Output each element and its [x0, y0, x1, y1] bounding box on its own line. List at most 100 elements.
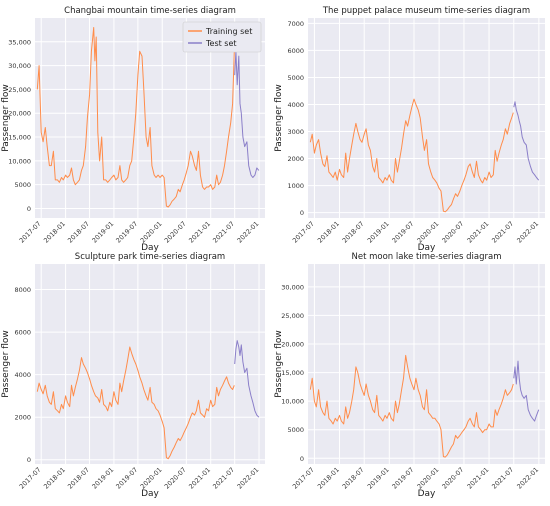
y-tick-label: 10,000 [281, 398, 304, 406]
x-tick-label: 2019-07 [114, 466, 139, 491]
y-tick-label: 6000 [287, 47, 304, 55]
y-tick-label: 30,000 [281, 283, 304, 291]
chart-title: Sculpture park time-series diagram [75, 252, 225, 262]
x-tick-label: 2022-01 [515, 466, 540, 491]
x-tick-label: 2017-07 [18, 220, 43, 245]
series-line-test-set [513, 101, 540, 181]
legend: Training set Test set [182, 21, 262, 53]
series-line-test-set [234, 50, 260, 178]
x-tick-label: 2020-07 [163, 466, 188, 491]
y-tick-label: 15,000 [281, 369, 304, 377]
x-tick-label: 2021-01 [466, 466, 491, 491]
x-tick-label: 2021-01 [187, 466, 212, 491]
y-tick-label: 0 [300, 209, 304, 217]
x-axis-label: Day [418, 489, 436, 499]
x-tick-label: 2022-01 [515, 220, 540, 245]
chart-title: Changbai mountain time-series diagram [64, 6, 236, 16]
series-line-training-set [309, 98, 514, 213]
y-tick-label: 1000 [287, 182, 304, 190]
series-line-test-set [234, 340, 260, 418]
legend-label: Test set [205, 39, 237, 48]
y-tick-label: 0 [300, 455, 304, 463]
x-tick-label: 2021-07 [211, 220, 236, 245]
y-axis-label: Passenger flow [1, 330, 11, 398]
y-tick-label: 5000 [287, 426, 304, 434]
series-line-training-set [36, 27, 235, 208]
x-tick-label: 2020-01 [416, 466, 441, 491]
x-tick-label: 2021-07 [490, 466, 515, 491]
y-tick-label: 5000 [14, 181, 31, 189]
y-tick-label: 20,000 [8, 110, 31, 118]
x-tick-label: 2019-01 [90, 220, 115, 245]
x-tick-label: 2020-01 [416, 220, 441, 245]
y-tick-label: 6000 [14, 329, 31, 337]
x-tick-label: 2017-07 [18, 466, 43, 491]
y-tick-label: 20,000 [281, 341, 304, 349]
x-tick-label: 2018-07 [341, 466, 366, 491]
x-tick-label: 2021-01 [466, 220, 491, 245]
x-tick-label: 2022-01 [236, 220, 261, 245]
x-tick-label: 2018-07 [66, 466, 91, 491]
y-tick-label: 4000 [287, 101, 304, 109]
x-tick-label: 2019-01 [366, 220, 391, 245]
chart-title: Net moon lake time-series diagram [351, 252, 501, 262]
y-tick-label: 35,000 [8, 38, 31, 46]
x-tick-label: 2021-01 [187, 220, 212, 245]
chart-panel-1: 0 5000 10,000 15,000 20,000 25,000 30,000 35,00… [1, 6, 265, 253]
y-tick-label: 30,000 [8, 62, 31, 70]
y-tick-label: 2000 [287, 155, 304, 163]
y-axis-label: Passenger flow [274, 330, 284, 398]
y-tick-label: 7000 [287, 20, 304, 28]
x-tick-label: 2018-01 [42, 466, 67, 491]
x-tick-label: 2017-07 [291, 466, 316, 491]
y-tick-label: 15,000 [8, 134, 31, 142]
x-tick-label: 2020-01 [139, 220, 164, 245]
chart-panel-4: 0 5000 10,000 15,000 20,000 25,000 30,000 2017-… [274, 252, 545, 499]
y-tick-label: 0 [27, 205, 31, 213]
x-tick-label: 2021-07 [211, 466, 236, 491]
plot-area [308, 18, 545, 218]
series-line-training-set [36, 346, 235, 460]
x-axis-label: Day [141, 489, 159, 499]
series-line-training-set [309, 354, 514, 458]
plot-area [308, 264, 545, 464]
legend-box [182, 21, 262, 53]
x-tick-label: 2018-01 [316, 466, 341, 491]
x-axis-label: Day [418, 243, 436, 253]
x-tick-label: 2020-01 [139, 466, 164, 491]
x-tick-label: 2019-01 [366, 466, 391, 491]
chart-title: The puppet palace museum time-series dia… [322, 6, 530, 16]
y-tick-label: 5000 [287, 74, 304, 82]
x-tick-label: 2018-01 [42, 220, 67, 245]
y-axis-label: Passenger flow [274, 84, 284, 152]
x-tick-label: 2018-01 [316, 220, 341, 245]
x-tick-label: 2018-07 [66, 220, 91, 245]
y-tick-label: 25,000 [8, 86, 31, 94]
y-tick-label: 25,000 [281, 312, 304, 320]
y-axis-label: Passenger flow [1, 84, 11, 152]
x-tick-label: 2017-07 [291, 220, 316, 245]
x-tick-label: 2020-07 [440, 466, 465, 491]
y-tick-label: 10,000 [8, 157, 31, 165]
y-tick-label: 8000 [14, 286, 31, 294]
plot-area [35, 264, 265, 464]
y-tick-label: 4000 [14, 371, 31, 379]
x-tick-label: 2019-07 [114, 220, 139, 245]
x-tick-label: 2019-07 [391, 220, 416, 245]
x-axis-label: Day [141, 243, 159, 253]
x-tick-label: 2019-01 [90, 466, 115, 491]
legend-label: Training set [205, 27, 252, 36]
x-tick-label: 2022-01 [236, 466, 261, 491]
x-tick-label: 2021-07 [490, 220, 515, 245]
x-tick-label: 2020-07 [440, 220, 465, 245]
x-tick-label: 2019-07 [391, 466, 416, 491]
x-tick-label: 2018-07 [341, 220, 366, 245]
y-tick-label: 2000 [14, 414, 31, 422]
y-tick-label: 0 [27, 456, 31, 464]
series-line-test-set [513, 360, 540, 422]
x-tick-label: 2020-07 [163, 220, 188, 245]
